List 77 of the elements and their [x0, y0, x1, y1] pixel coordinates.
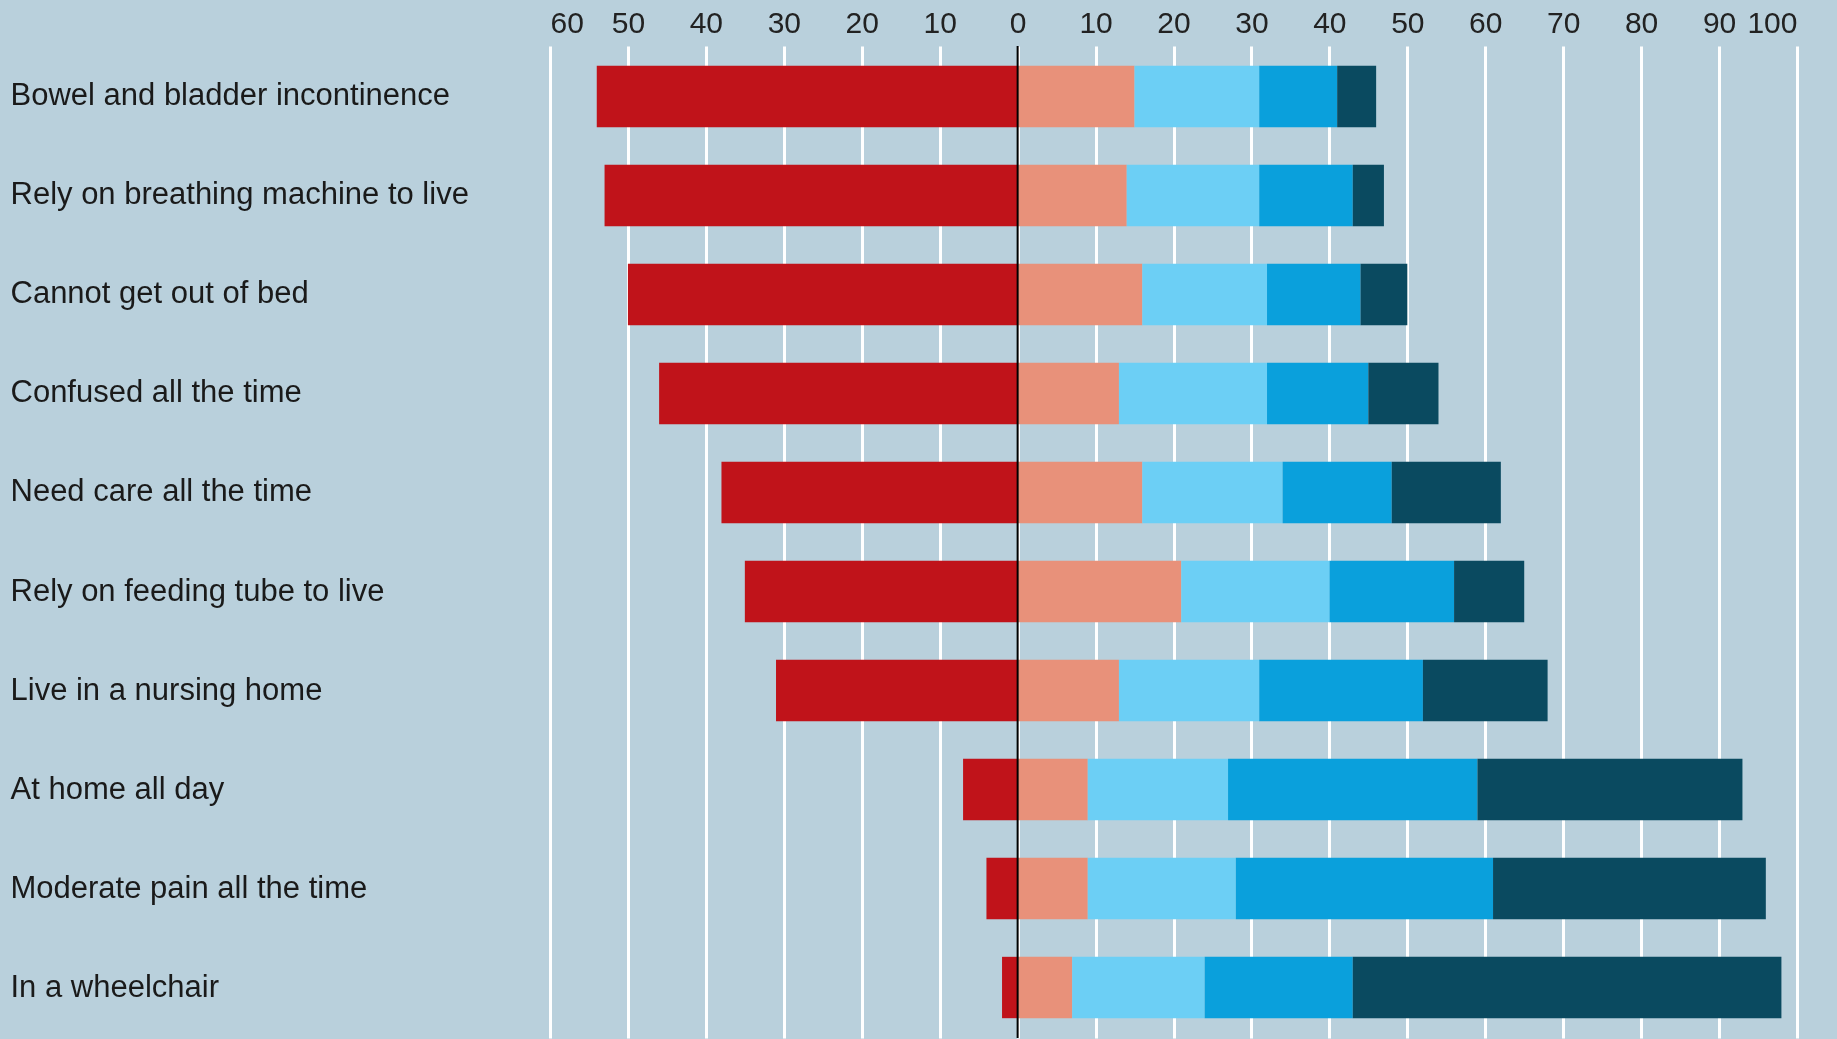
x-tick-label: 20 — [1157, 5, 1191, 39]
bar — [1017, 164, 1127, 227]
x-tick-label: 40 — [1313, 5, 1347, 39]
bar — [1259, 164, 1353, 227]
x-tick-label: 0 — [1009, 5, 1027, 39]
bar — [1017, 659, 1119, 722]
bar — [1235, 857, 1494, 920]
x-tick-label: 60 — [550, 5, 584, 39]
bar — [1352, 956, 1782, 1019]
y-tick-label: Need care all the time — [10, 473, 313, 509]
x-tick-label: 80 — [1624, 5, 1659, 39]
bar — [604, 164, 1018, 227]
bar — [721, 461, 1018, 524]
bar — [1126, 164, 1260, 227]
bar — [1422, 659, 1548, 722]
bar — [1267, 263, 1361, 326]
bar — [963, 758, 1018, 821]
bar — [1017, 956, 1073, 1019]
x-tick-label: 50 — [611, 5, 646, 39]
bar — [1259, 65, 1338, 128]
bar — [1228, 758, 1478, 821]
bar — [1017, 560, 1182, 623]
bar — [1391, 461, 1501, 524]
x-tick-label: 90 — [1702, 5, 1737, 39]
bar — [1142, 263, 1268, 326]
x-tick-label: 30 — [767, 5, 801, 39]
bar — [1134, 65, 1260, 128]
bar — [1072, 956, 1205, 1019]
y-tick-label: Live in a nursing home — [10, 671, 323, 707]
bar — [1017, 263, 1143, 326]
y-tick-label: Moderate pain all the time — [10, 869, 368, 905]
bar — [1454, 560, 1525, 623]
bar — [1087, 758, 1229, 821]
bar — [1329, 560, 1455, 623]
bar — [1002, 956, 1018, 1019]
bar — [1017, 857, 1088, 920]
x-tick-label: 100 — [1747, 5, 1798, 39]
bar — [1017, 758, 1088, 821]
bar — [659, 362, 1018, 425]
x-tick-label: 60 — [1469, 5, 1503, 39]
bar — [744, 560, 1018, 623]
x-tick-label: 20 — [845, 5, 879, 39]
bar — [1352, 164, 1384, 227]
x-tick-label: 40 — [689, 5, 724, 39]
y-tick-label: Cannot get out of bed — [10, 275, 309, 311]
y-tick-label: In a wheelchair — [10, 968, 220, 1004]
x-tick-label: 70 — [1547, 5, 1581, 39]
y-tick-label: Bowel and bladder incontinence — [10, 77, 450, 113]
bar — [1181, 560, 1330, 623]
bar — [776, 659, 1018, 722]
x-tick-label: 50 — [1391, 5, 1425, 39]
bar — [1017, 362, 1119, 425]
x-tick-label: 10 — [1079, 5, 1113, 39]
y-tick-label: Rely on breathing machine to live — [10, 176, 469, 212]
bar — [1360, 263, 1408, 326]
bar — [1087, 857, 1236, 920]
bar — [1118, 362, 1268, 425]
bar — [1477, 758, 1743, 821]
y-tick-label: At home all day — [10, 770, 225, 806]
bar — [1204, 956, 1353, 1019]
bar — [1142, 461, 1283, 524]
bar — [1259, 659, 1423, 722]
bar — [1267, 362, 1369, 425]
bar — [986, 857, 1018, 920]
bar — [1118, 659, 1260, 722]
y-tick-label: Rely on feeding tube to live — [10, 572, 385, 608]
bar — [1017, 461, 1143, 524]
bar — [1282, 461, 1392, 524]
bar — [1017, 65, 1135, 128]
x-tick-label: 10 — [923, 5, 957, 39]
bar — [1493, 857, 1766, 920]
bar — [1337, 65, 1377, 128]
bar — [627, 263, 1018, 326]
bar — [1368, 362, 1439, 425]
y-tick-label: Confused all the time — [10, 374, 302, 410]
bar — [596, 65, 1018, 128]
x-tick-label: 30 — [1235, 5, 1269, 39]
